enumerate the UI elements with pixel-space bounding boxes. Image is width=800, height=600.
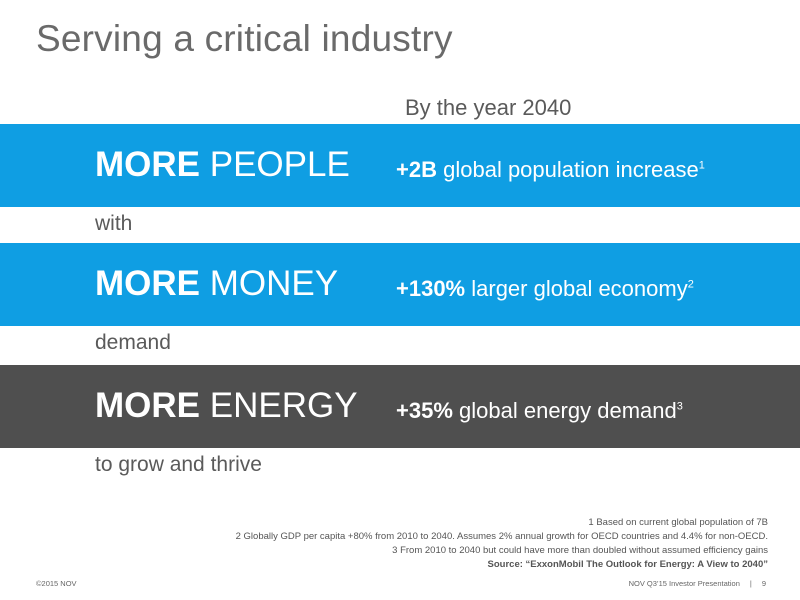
page-number: 9 [761,579,766,588]
footnote-3: 3 From 2010 to 2040 but could have more … [392,545,768,556]
source-citation: Source: “ExxonMobil The Outlook for Ener… [487,559,768,570]
band-label-bold: MORE [95,386,200,425]
band-more-money: MORE MONEY +130% larger global economy2 [0,243,800,326]
slide-title: Serving a critical industry [36,18,453,59]
footer-separator: | [749,579,752,588]
band-label-rest: MONEY [209,264,339,303]
band-label: MORE MONEY [95,264,338,304]
footnote-ref: 2 [687,278,694,291]
connector-text: with [95,212,133,235]
footnote-ref: 3 [676,400,683,413]
band-stat-bold: +2B [396,157,437,182]
footnote-1: 1 Based on current global population of … [588,517,768,528]
band-label-rest: ENERGY [209,386,358,425]
band-label-rest: PEOPLE [209,145,350,184]
band-stat: +35% global energy demand3 [396,398,683,424]
copyright: ©2015 NOV [36,579,77,588]
band-stat-rest: global energy demand [459,398,677,423]
footer-info: NOV Q3’15 Investor Presentation | 9 [629,579,766,588]
footnote-ref: 1 [698,159,705,172]
presentation-name: NOV Q3’15 Investor Presentation [628,579,740,588]
band-stat: +2B global population increase1 [396,157,705,183]
band-stat: +130% larger global economy2 [396,276,694,302]
band-more-people: MORE PEOPLE +2B global population increa… [0,124,800,207]
band-label-bold: MORE [95,264,200,303]
connector-text: demand [95,331,171,354]
band-stat-rest: global population increase [443,157,699,182]
slide-subtitle: By the year 2040 [405,95,572,120]
connector-text: to grow and thrive [95,453,262,476]
footnotes: 1 Based on current global population of … [236,516,768,572]
band-more-energy: MORE ENERGY +35% global energy demand3 [0,365,800,448]
band-label: MORE ENERGY [95,386,358,426]
band-stat-bold: +130% [396,276,466,301]
band-stat-bold: +35% [396,398,453,423]
band-label-bold: MORE [95,145,200,184]
band-stat-rest: larger global economy [471,276,688,301]
band-label: MORE PEOPLE [95,145,350,185]
footnote-2: 2 Globally GDP per capita +80% from 2010… [235,531,768,542]
